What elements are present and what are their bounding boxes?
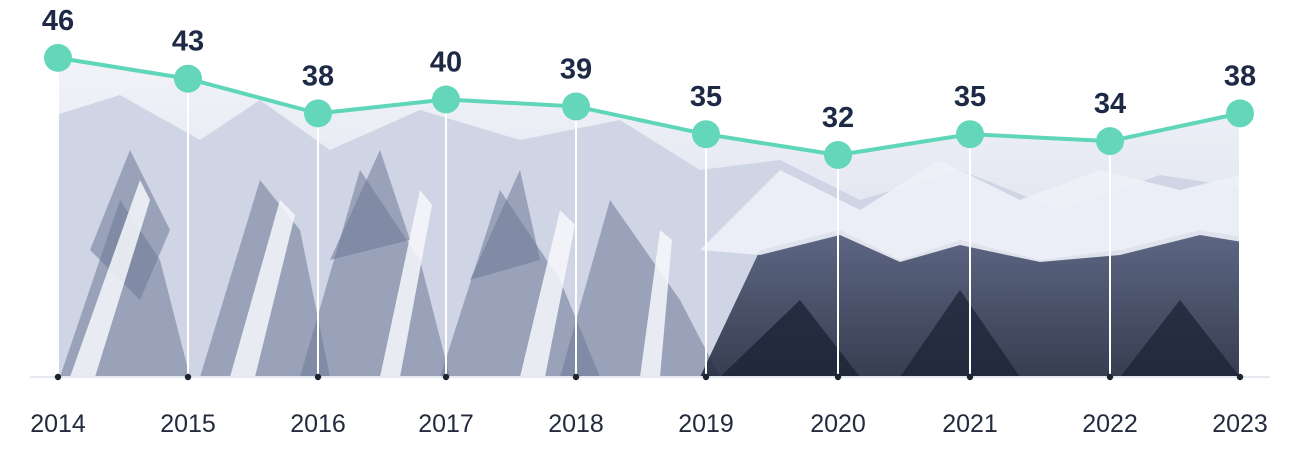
baseline — [30, 373, 1270, 381]
data-label-2017: 40 — [430, 47, 462, 79]
data-label-2018: 39 — [560, 53, 592, 85]
x-tick-label-2021: 2021 — [942, 410, 998, 438]
data-point-2016 — [304, 99, 332, 128]
data-point-2019 — [692, 120, 720, 149]
series-line — [56, 55, 1242, 157]
data-point-2021 — [956, 120, 984, 149]
data-point-2022 — [1096, 127, 1124, 156]
x-tick-dot-2021 — [966, 373, 974, 381]
x-tick-dot-2022 — [1106, 373, 1114, 381]
x-tick-label-2020: 2020 — [810, 410, 866, 438]
data-label-2015: 43 — [172, 26, 204, 58]
x-tick-label-2019: 2019 — [678, 410, 734, 438]
x-tick-dot-2014 — [54, 373, 62, 381]
data-label-2019: 35 — [690, 81, 722, 113]
x-tick-label-2023: 2023 — [1212, 410, 1268, 438]
x-tick-dot-2017 — [442, 373, 450, 381]
x-tick-label-2018: 2018 — [548, 410, 604, 438]
x-tick-label-2017: 2017 — [418, 410, 474, 438]
x-tick-dot-2015 — [184, 373, 192, 381]
series-line-path — [56, 55, 1242, 157]
data-label-2014: 46 — [42, 5, 74, 37]
data-point-2015 — [174, 64, 202, 93]
data-markers — [44, 43, 1254, 169]
data-point-2020 — [824, 141, 852, 169]
x-tick-dot-2018 — [572, 373, 580, 381]
x-tick-dot-2023 — [1236, 373, 1244, 381]
drop-lines — [57, 57, 1241, 377]
data-point-2018 — [562, 92, 590, 121]
x-tick-label-2014: 2014 — [30, 410, 86, 438]
data-label-2023: 38 — [1224, 60, 1256, 92]
x-tick-label-2015: 2015 — [160, 410, 216, 438]
data-point-2014 — [44, 43, 72, 72]
data-label-2016: 38 — [302, 60, 334, 92]
x-tick-dot-2019 — [702, 373, 710, 381]
data-point-2023 — [1226, 99, 1254, 128]
x-tick-label-2022: 2022 — [1082, 410, 1138, 438]
x-tick-dot-2020 — [834, 373, 842, 381]
x-axis: 2014 2015 2016 2017 2018 2019 2020 2021 2022 2023 — [30, 410, 1268, 438]
x-tick-label-2016: 2016 — [290, 410, 346, 438]
data-label-2021: 35 — [954, 81, 986, 113]
x-tick-dot-2016 — [314, 373, 322, 381]
data-label-2022: 34 — [1094, 88, 1126, 120]
data-label-2020: 32 — [822, 102, 854, 134]
data-labels: 46 43 38 40 39 35 32 35 34 38 — [42, 5, 1256, 134]
data-point-2017 — [432, 85, 460, 114]
